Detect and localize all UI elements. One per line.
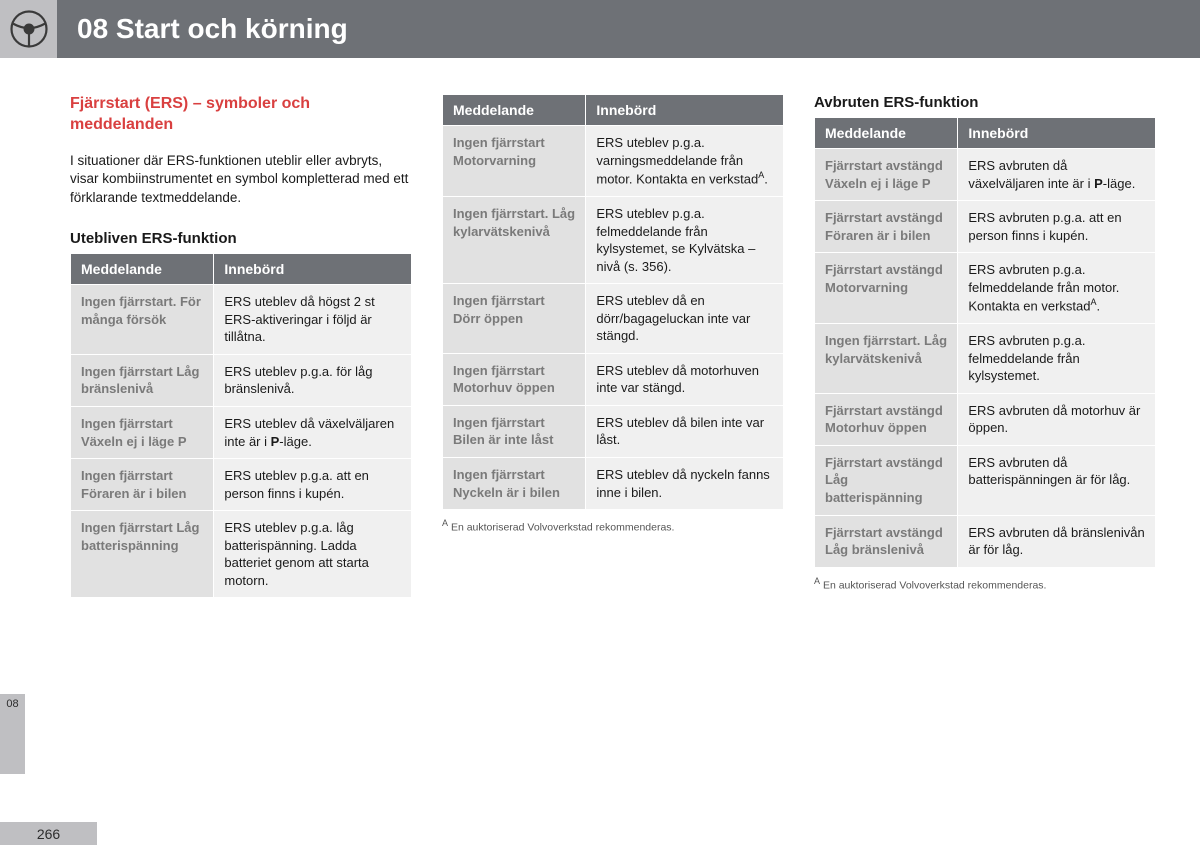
- footnote: A En auktoriserad Volvoverkstad rekommen…: [814, 576, 1156, 592]
- footnote-mark: A: [442, 518, 448, 528]
- page-header: 08 Start och körning: [0, 0, 1200, 58]
- column-2: Meddelande Innebörd Ingen fjärrstart Mot…: [442, 94, 784, 598]
- table-avbruten: Meddelande Innebörd Fjärrstart avstängd …: [814, 117, 1156, 568]
- section-title: Fjärrstart (ERS) – symboler och meddelan…: [70, 94, 412, 136]
- meaning-cell: ERS avbruten då växelväljaren inte är i …: [958, 149, 1155, 200]
- table-row: Ingen fjärrstart Nyckeln är i bilenERS u…: [443, 458, 783, 509]
- meaning-cell: ERS uteblev då motorhuven inte var stäng…: [586, 354, 783, 405]
- table-row: Ingen fjärrstart Dörr öppenERS uteblev d…: [443, 284, 783, 353]
- message-cell: Ingen fjärrstart. Låg kylarvätskenivå: [815, 324, 957, 393]
- intro-text: I situationer där ERS-funktionen uteblir…: [70, 152, 412, 209]
- table-row: Fjärrstart avstängd Motorhuv öppenERS av…: [815, 394, 1155, 445]
- message-cell: Ingen fjärrstart Föraren är i bilen: [71, 459, 213, 510]
- footnote-mark: A: [814, 576, 820, 586]
- table-row: Ingen fjärrstart Föraren är i bilenERS u…: [71, 459, 411, 510]
- table-row: Ingen fjärrstart. Låg kylarvätskenivåERS…: [443, 197, 783, 283]
- column-3: Avbruten ERS-funktion Meddelande Innebör…: [814, 94, 1156, 598]
- column-1: Fjärrstart (ERS) – symboler och meddelan…: [70, 94, 412, 598]
- meaning-cell: ERS uteblev p.g.a. varningsmeddelande fr…: [586, 126, 783, 196]
- th-innebord: Innebörd: [586, 95, 783, 125]
- table-row: Ingen fjärrstart Låg batterispänningERS …: [71, 511, 411, 597]
- meaning-cell: ERS uteblev p.g.a. låg batterispänning. …: [214, 511, 411, 597]
- table-row: Ingen fjärrstart Låg bränslenivåERS uteb…: [71, 355, 411, 406]
- table-continued: Meddelande Innebörd Ingen fjärrstart Mot…: [442, 94, 784, 510]
- message-cell: Ingen fjärrstart Låg bränslenivå: [71, 355, 213, 406]
- message-cell: Fjärrstart avstängd Låg bränslenivå: [815, 516, 957, 567]
- th-innebord: Innebörd: [214, 254, 411, 284]
- table-row: Ingen fjärrstart. Låg kylarvätskenivåERS…: [815, 324, 1155, 393]
- message-cell: Fjärrstart avstängd Föraren är i bilen: [815, 201, 957, 252]
- meaning-cell: ERS avbruten p.g.a. felmeddelande från k…: [958, 324, 1155, 393]
- subheading: Avbruten ERS-funktion: [814, 94, 1156, 111]
- page-number: 266: [0, 822, 97, 845]
- table-row: Ingen fjärrstart MotorvarningERS uteblev…: [443, 126, 783, 196]
- th-meddelande: Meddelande: [443, 95, 585, 125]
- table-row: Fjärrstart avstängd MotorvarningERS avbr…: [815, 253, 1155, 323]
- table-row: Fjärrstart avstängd Låg batterispänningE…: [815, 446, 1155, 515]
- meaning-cell: ERS avbruten då bränslenivån är för låg.: [958, 516, 1155, 567]
- meaning-cell: ERS avbruten p.g.a. felmeddelande från m…: [958, 253, 1155, 323]
- meaning-cell: ERS uteblev p.g.a. för låg bränslenivå.: [214, 355, 411, 406]
- meaning-cell: ERS avbruten då motorhuv är öppen.: [958, 394, 1155, 445]
- meaning-cell: ERS uteblev då högst 2 st ERS-aktivering…: [214, 285, 411, 354]
- message-cell: Ingen fjärrstart Motorhuv öppen: [443, 354, 585, 405]
- th-meddelande: Meddelande: [71, 254, 213, 284]
- footnote-text: En auktoriserad Volvoverkstad rekommende…: [451, 522, 675, 534]
- meaning-cell: ERS uteblev p.g.a. att en person finns i…: [214, 459, 411, 510]
- table-row: Ingen fjärrstart Motorhuv öppenERS utebl…: [443, 354, 783, 405]
- footnote: A En auktoriserad Volvoverkstad rekommen…: [442, 518, 784, 534]
- meaning-cell: ERS avbruten då batterispänningen är för…: [958, 446, 1155, 515]
- side-chapter-tab: 08: [0, 694, 25, 774]
- table-row: Ingen fjärrstart. För många försökERS ut…: [71, 285, 411, 354]
- content-area: Fjärrstart (ERS) – symboler och meddelan…: [0, 58, 1200, 598]
- meaning-cell: ERS uteblev då bilen inte var låst.: [586, 406, 783, 457]
- meaning-cell: ERS uteblev p.g.a. felmeddelande från ky…: [586, 197, 783, 283]
- table-row: Fjärrstart avstängd Föraren är i bilenER…: [815, 201, 1155, 252]
- message-cell: Ingen fjärrstart Bilen är inte låst: [443, 406, 585, 457]
- message-cell: Ingen fjärrstart. För många försök: [71, 285, 213, 354]
- message-cell: Fjärrstart avstängd Motorhuv öppen: [815, 394, 957, 445]
- table-utebliven: Meddelande Innebörd Ingen fjärrstart. Fö…: [70, 253, 412, 598]
- meaning-cell: ERS avbruten p.g.a. att en person finns …: [958, 201, 1155, 252]
- meaning-cell: ERS uteblev då växelväljaren inte är i P…: [214, 407, 411, 458]
- message-cell: Fjärrstart avstängd Låg batterispänning: [815, 446, 957, 515]
- th-meddelande: Meddelande: [815, 118, 957, 148]
- message-cell: Fjärrstart avstängd Växeln ej i läge P: [815, 149, 957, 200]
- message-cell: Ingen fjärrstart Dörr öppen: [443, 284, 585, 353]
- message-cell: Ingen fjärrstart Motorvarning: [443, 126, 585, 196]
- table-row: Fjärrstart avstängd Växeln ej i läge PER…: [815, 149, 1155, 200]
- table-row: Fjärrstart avstängd Låg bränslenivåERS a…: [815, 516, 1155, 567]
- message-cell: Ingen fjärrstart Växeln ej i läge P: [71, 407, 213, 458]
- meaning-cell: ERS uteblev då nyckeln fanns inne i bile…: [586, 458, 783, 509]
- th-innebord: Innebörd: [958, 118, 1155, 148]
- steering-wheel-icon: [0, 0, 57, 58]
- table-row: Ingen fjärrstart Växeln ej i läge PERS u…: [71, 407, 411, 458]
- message-cell: Fjärrstart avstängd Motorvarning: [815, 253, 957, 323]
- message-cell: Ingen fjärrstart Låg batterispänning: [71, 511, 213, 597]
- header-title: 08 Start och körning: [77, 13, 348, 45]
- meaning-cell: ERS uteblev då en dörr/bagageluckan inte…: [586, 284, 783, 353]
- subheading: Utebliven ERS-funktion: [70, 230, 412, 247]
- message-cell: Ingen fjärrstart. Låg kylarvätskenivå: [443, 197, 585, 283]
- table-row: Ingen fjärrstart Bilen är inte låstERS u…: [443, 406, 783, 457]
- footnote-text: En auktoriserad Volvoverkstad rekommende…: [823, 579, 1047, 591]
- message-cell: Ingen fjärrstart Nyckeln är i bilen: [443, 458, 585, 509]
